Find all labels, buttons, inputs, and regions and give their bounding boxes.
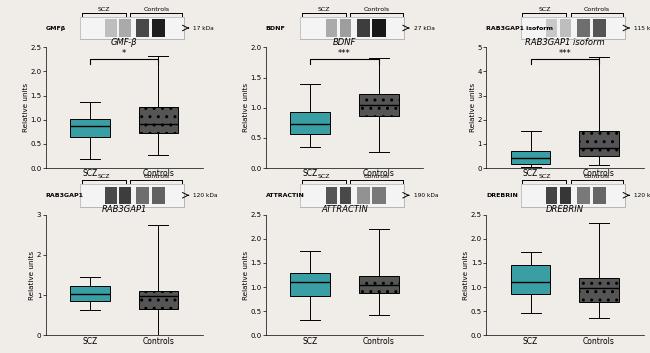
PathPatch shape <box>511 265 551 294</box>
Text: ***: *** <box>558 49 571 58</box>
Text: *: * <box>122 49 126 58</box>
Bar <box>340 19 351 37</box>
Bar <box>593 19 606 37</box>
Text: 17 kDa: 17 kDa <box>194 25 214 30</box>
Bar <box>521 184 625 207</box>
Bar <box>120 19 131 37</box>
Title: DREBRIN: DREBRIN <box>546 205 584 214</box>
Text: SCZ: SCZ <box>538 174 551 179</box>
Text: DREBRIN: DREBRIN <box>486 193 518 198</box>
Text: ***: *** <box>338 49 351 58</box>
Text: Controls: Controls <box>363 174 389 179</box>
Bar <box>356 187 370 204</box>
PathPatch shape <box>291 273 330 296</box>
Bar <box>521 17 625 40</box>
Text: 115 kDa: 115 kDa <box>634 25 650 30</box>
Bar <box>356 19 370 37</box>
Bar <box>105 187 116 204</box>
Bar <box>546 187 557 204</box>
PathPatch shape <box>138 107 178 133</box>
Bar <box>300 17 404 40</box>
Bar <box>80 17 184 40</box>
Text: SCZ: SCZ <box>98 174 110 179</box>
Title: ATTRACTIN: ATTRACTIN <box>321 205 368 214</box>
PathPatch shape <box>359 95 398 115</box>
Text: GMFβ: GMFβ <box>46 25 66 30</box>
Bar <box>372 187 385 204</box>
Bar <box>80 17 184 40</box>
Title: RAB3GAP1: RAB3GAP1 <box>101 205 147 214</box>
PathPatch shape <box>70 119 110 137</box>
Text: 120 kDa: 120 kDa <box>634 193 650 198</box>
PathPatch shape <box>291 112 330 134</box>
Bar <box>577 187 590 204</box>
Bar <box>560 19 571 37</box>
Bar <box>136 19 150 37</box>
Bar <box>152 19 165 37</box>
Text: SCZ: SCZ <box>318 7 330 12</box>
PathPatch shape <box>70 286 110 301</box>
Y-axis label: Relative units: Relative units <box>470 83 476 132</box>
Text: Controls: Controls <box>143 174 169 179</box>
Bar <box>372 19 385 37</box>
Bar <box>105 19 116 37</box>
Title: RAB3GAP1 isoform: RAB3GAP1 isoform <box>525 37 604 47</box>
Y-axis label: Relative units: Relative units <box>243 250 249 299</box>
Text: RAB3GAP1: RAB3GAP1 <box>46 193 83 198</box>
Bar <box>546 19 557 37</box>
Text: 190 kDa: 190 kDa <box>414 193 438 198</box>
Bar <box>326 19 337 37</box>
Bar <box>136 187 150 204</box>
Y-axis label: Relative units: Relative units <box>463 250 469 299</box>
Y-axis label: Relative units: Relative units <box>23 83 29 132</box>
Bar <box>560 187 571 204</box>
Bar <box>577 19 590 37</box>
Title: GMF-β: GMF-β <box>111 37 137 47</box>
Bar <box>300 17 404 40</box>
Title: BDNF: BDNF <box>333 37 356 47</box>
Text: 120 kDa: 120 kDa <box>194 193 218 198</box>
Bar <box>521 17 625 40</box>
Y-axis label: Relative units: Relative units <box>29 250 36 299</box>
Text: ATTRACTIN: ATTRACTIN <box>266 193 305 198</box>
Bar <box>593 187 606 204</box>
Bar <box>80 184 184 207</box>
Text: Controls: Controls <box>584 7 610 12</box>
Bar <box>300 184 404 207</box>
Text: SCZ: SCZ <box>538 7 551 12</box>
Bar <box>80 184 184 207</box>
PathPatch shape <box>579 131 619 156</box>
Text: SCZ: SCZ <box>318 174 330 179</box>
Bar <box>120 187 131 204</box>
Text: BDNF: BDNF <box>266 25 285 30</box>
Bar <box>340 187 351 204</box>
Text: 27 kDa: 27 kDa <box>414 25 435 30</box>
PathPatch shape <box>138 291 178 309</box>
Text: Controls: Controls <box>143 7 169 12</box>
Y-axis label: Relative units: Relative units <box>243 83 249 132</box>
Bar <box>521 184 625 207</box>
Text: Controls: Controls <box>363 7 389 12</box>
Bar <box>300 184 404 207</box>
Text: Controls: Controls <box>584 174 610 179</box>
Bar <box>152 187 165 204</box>
Text: SCZ: SCZ <box>98 7 110 12</box>
Text: RAB3GAP1 isoform: RAB3GAP1 isoform <box>486 25 553 30</box>
PathPatch shape <box>579 278 619 303</box>
PathPatch shape <box>511 151 551 164</box>
Bar <box>326 187 337 204</box>
PathPatch shape <box>359 276 398 293</box>
